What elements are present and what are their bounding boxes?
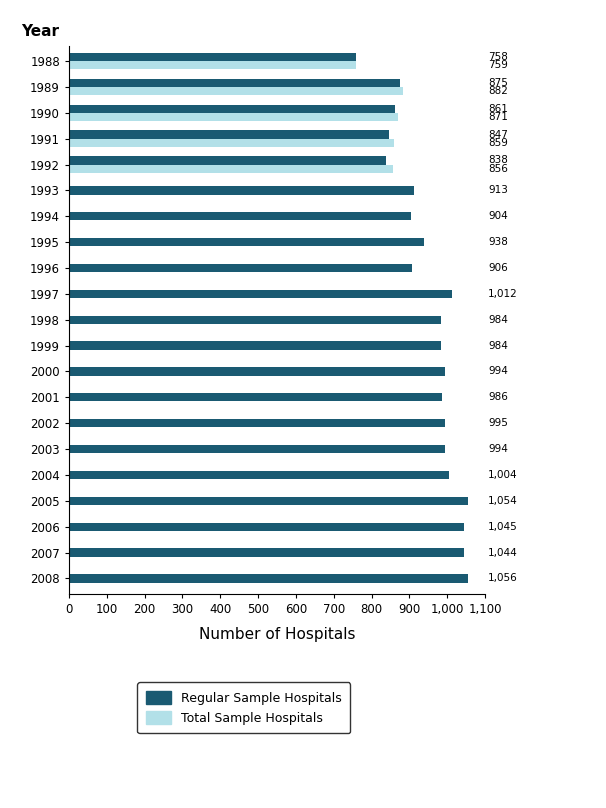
Bar [69,165,393,173]
Bar [69,53,356,61]
Bar [69,471,449,479]
Text: 1,054: 1,054 [488,496,518,506]
Bar [69,523,464,531]
Bar [69,497,468,505]
Bar [69,368,445,376]
Text: 859: 859 [488,138,508,148]
Bar [69,419,445,427]
Text: 995: 995 [488,419,508,428]
Text: 1,056: 1,056 [488,574,518,583]
Bar [69,104,395,113]
Text: 1,045: 1,045 [488,522,518,532]
Text: 984: 984 [488,341,508,351]
Bar [69,342,441,350]
Text: 847: 847 [488,129,508,140]
Text: 759: 759 [488,61,508,70]
Bar [69,574,468,583]
Bar [69,87,402,95]
Bar [69,213,411,221]
Bar [69,156,386,165]
Bar [69,78,400,87]
X-axis label: Number of Hospitals: Number of Hospitals [199,627,355,642]
Bar [69,130,390,139]
Text: 882: 882 [488,86,508,96]
Text: 904: 904 [488,211,508,221]
Bar [69,290,452,298]
Bar [69,113,399,121]
Text: 861: 861 [488,103,508,114]
Text: 986: 986 [488,393,508,402]
Bar [69,238,424,246]
Bar [69,393,442,402]
Text: 906: 906 [488,263,508,273]
Bar [69,445,445,453]
Bar [69,61,356,69]
Text: 1,012: 1,012 [488,289,518,299]
Bar [69,549,464,557]
Bar [69,316,441,324]
Bar [69,139,394,147]
Text: 1,004: 1,004 [488,470,518,480]
Legend: Regular Sample Hospitals, Total Sample Hospitals: Regular Sample Hospitals, Total Sample H… [137,683,350,734]
Text: 1,044: 1,044 [488,548,518,558]
Bar [69,187,415,195]
Text: 984: 984 [488,315,508,325]
Bar [69,264,411,272]
Text: 838: 838 [488,155,508,166]
Text: 758: 758 [488,52,508,62]
Text: 871: 871 [488,112,508,122]
Text: 994: 994 [488,444,508,454]
Text: Year: Year [21,24,59,39]
Text: 856: 856 [488,164,508,174]
Text: 994: 994 [488,367,508,377]
Text: 938: 938 [488,237,508,247]
Text: 913: 913 [488,185,508,196]
Text: 875: 875 [488,78,508,88]
